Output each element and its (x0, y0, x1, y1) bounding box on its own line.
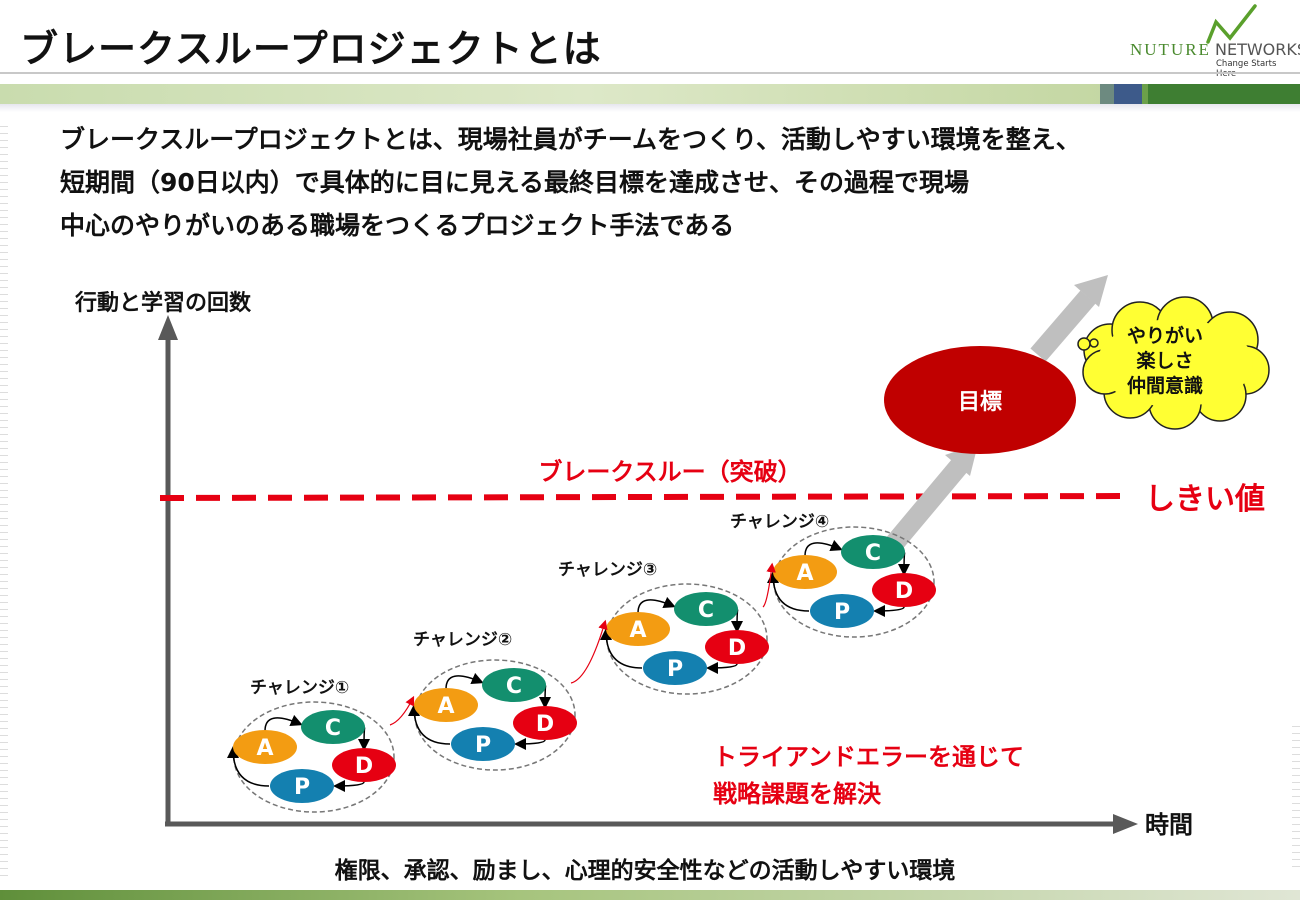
cycle-step-a (233, 730, 297, 764)
cycle-step-label: A (437, 694, 454, 719)
cycle-step-p (810, 594, 874, 628)
challenge-label: チャレンジ② (413, 630, 512, 650)
cycle-step-label: A (629, 618, 646, 643)
definition-line: 中心のやりがいのある職場をつくるプロジェクト手法である (60, 211, 735, 240)
cycle-step-label: P (475, 733, 491, 758)
header-divider (0, 72, 1300, 74)
cycle-arrow (333, 779, 365, 792)
threshold-label: しきい値 (1145, 482, 1265, 517)
cycle-step-label: D (355, 754, 373, 779)
cycle-step-label: P (834, 600, 850, 625)
challenge-group: チャレンジ④ A CD P (730, 512, 936, 638)
cycle-step-a (606, 612, 670, 646)
challenge-label: チャレンジ③ (558, 560, 657, 580)
cycle-step-c (674, 592, 738, 626)
cycle-step-label: D (728, 636, 746, 661)
trial-text-line: 戦略課題を解決 (713, 780, 882, 808)
cycle-step-c (841, 535, 905, 569)
challenge-link-arrow (762, 562, 776, 608)
right-ruler-decoration (1292, 720, 1300, 870)
x-axis (165, 814, 1138, 834)
header-band-accent (1100, 84, 1300, 104)
cycle-step-d (332, 748, 396, 782)
cycle-arrow (804, 539, 843, 557)
environment-label: 権限、承認、励まし、心理的安全性などの活動しやすい環境 (335, 857, 956, 884)
cycle-arrow (408, 704, 451, 745)
slide-title: ブレークスループロジェクトとは (20, 27, 602, 71)
logo-brand-left: NUTURE (1130, 40, 1211, 59)
header-shadow (0, 104, 1300, 112)
cycle-arrow (873, 604, 905, 617)
challenge-boundary (414, 659, 576, 771)
cycle-arrow (227, 746, 270, 787)
challenge-group: チャレンジ① A CD P (227, 678, 396, 813)
goal-label: 目標 (958, 390, 1002, 415)
definition-line: 短期間（90日以内）で具体的に目に見える最終目標を達成させ、その過程で現場 (60, 168, 970, 197)
cycle-arrow (445, 672, 484, 690)
challenge-group: チャレンジ② A CD P (408, 630, 577, 771)
logo-check-icon (1206, 4, 1257, 44)
y-axis (158, 315, 178, 826)
definition-line: ブレークスループロジェクトとは、現場社員がチームをつくり、活動しやすい環境を整え… (60, 125, 1081, 154)
logo-tagline: Change Starts Here (1216, 59, 1277, 79)
cycle-arrow (637, 596, 676, 614)
cycle-step-label: A (796, 561, 813, 586)
cycle-step-p (270, 769, 334, 803)
goal-ellipse (884, 346, 1076, 454)
cycle-arrow (767, 571, 810, 612)
company-logo: NUTURE NETWORKS Change Starts Here (1130, 4, 1300, 79)
definition-text: ブレークスループロジェクトとは、現場社員がチームをつくり、活動しやすい環境を整え… (60, 118, 1260, 247)
cycle-step-label: D (536, 712, 554, 737)
cycle-step-label: C (325, 716, 341, 741)
cycle-arrow (264, 714, 303, 732)
cycle-arrow (514, 737, 546, 750)
cycle-step-label: C (506, 674, 522, 699)
cycle-step-c (482, 668, 546, 702)
thought-cloud: やりがい 楽しさ 仲間意識 (1077, 296, 1270, 430)
cycle-step-label: C (865, 541, 881, 566)
cycle-step-d (513, 706, 577, 740)
left-ruler-decoration (0, 120, 8, 880)
threshold-line (159, 493, 1129, 501)
footer-band (0, 890, 1300, 900)
challenge-boundary (233, 701, 395, 813)
cycle-step-d (872, 573, 936, 607)
cycle-step-p (643, 651, 707, 685)
challenge-link-arrow (389, 695, 415, 726)
cycle-step-p (451, 727, 515, 761)
challenge-link-arrow (570, 619, 608, 684)
growth-arrow-upper (1030, 275, 1108, 362)
cycle-step-label: P (667, 657, 683, 682)
cycle-step-a (414, 688, 478, 722)
trial-text-line: トライアンドエラーを通じて (713, 743, 1024, 771)
header-band (0, 84, 1300, 104)
cycle-step-label: A (256, 736, 273, 761)
cycle-arrow (706, 661, 738, 674)
cloud-line: 仲間意識 (1127, 374, 1203, 397)
challenge-boundary (773, 526, 935, 638)
challenge-label: チャレンジ① (250, 678, 349, 698)
cloud-line: やりがい (1127, 324, 1203, 347)
y-axis-label: 行動と学習の回数 (74, 290, 252, 316)
breakthrough-label: ブレークスルー（突破） (538, 458, 801, 486)
x-axis-label: 時間 (1145, 811, 1193, 839)
cycle-step-a (773, 555, 837, 589)
challenge-group: チャレンジ③ A CD P (558, 560, 769, 695)
challenge-label: チャレンジ④ (730, 512, 829, 532)
logo-brand-right: NETWORKS (1215, 40, 1300, 59)
cycle-step-label: C (698, 598, 714, 623)
cycle-step-d (705, 630, 769, 664)
cloud-line: 楽しさ (1136, 349, 1193, 372)
cycle-arrow (600, 628, 643, 669)
cycle-step-label: D (895, 579, 913, 604)
cycle-step-label: P (294, 775, 310, 800)
cycle-step-c (301, 710, 365, 744)
challenge-boundary (606, 583, 768, 695)
